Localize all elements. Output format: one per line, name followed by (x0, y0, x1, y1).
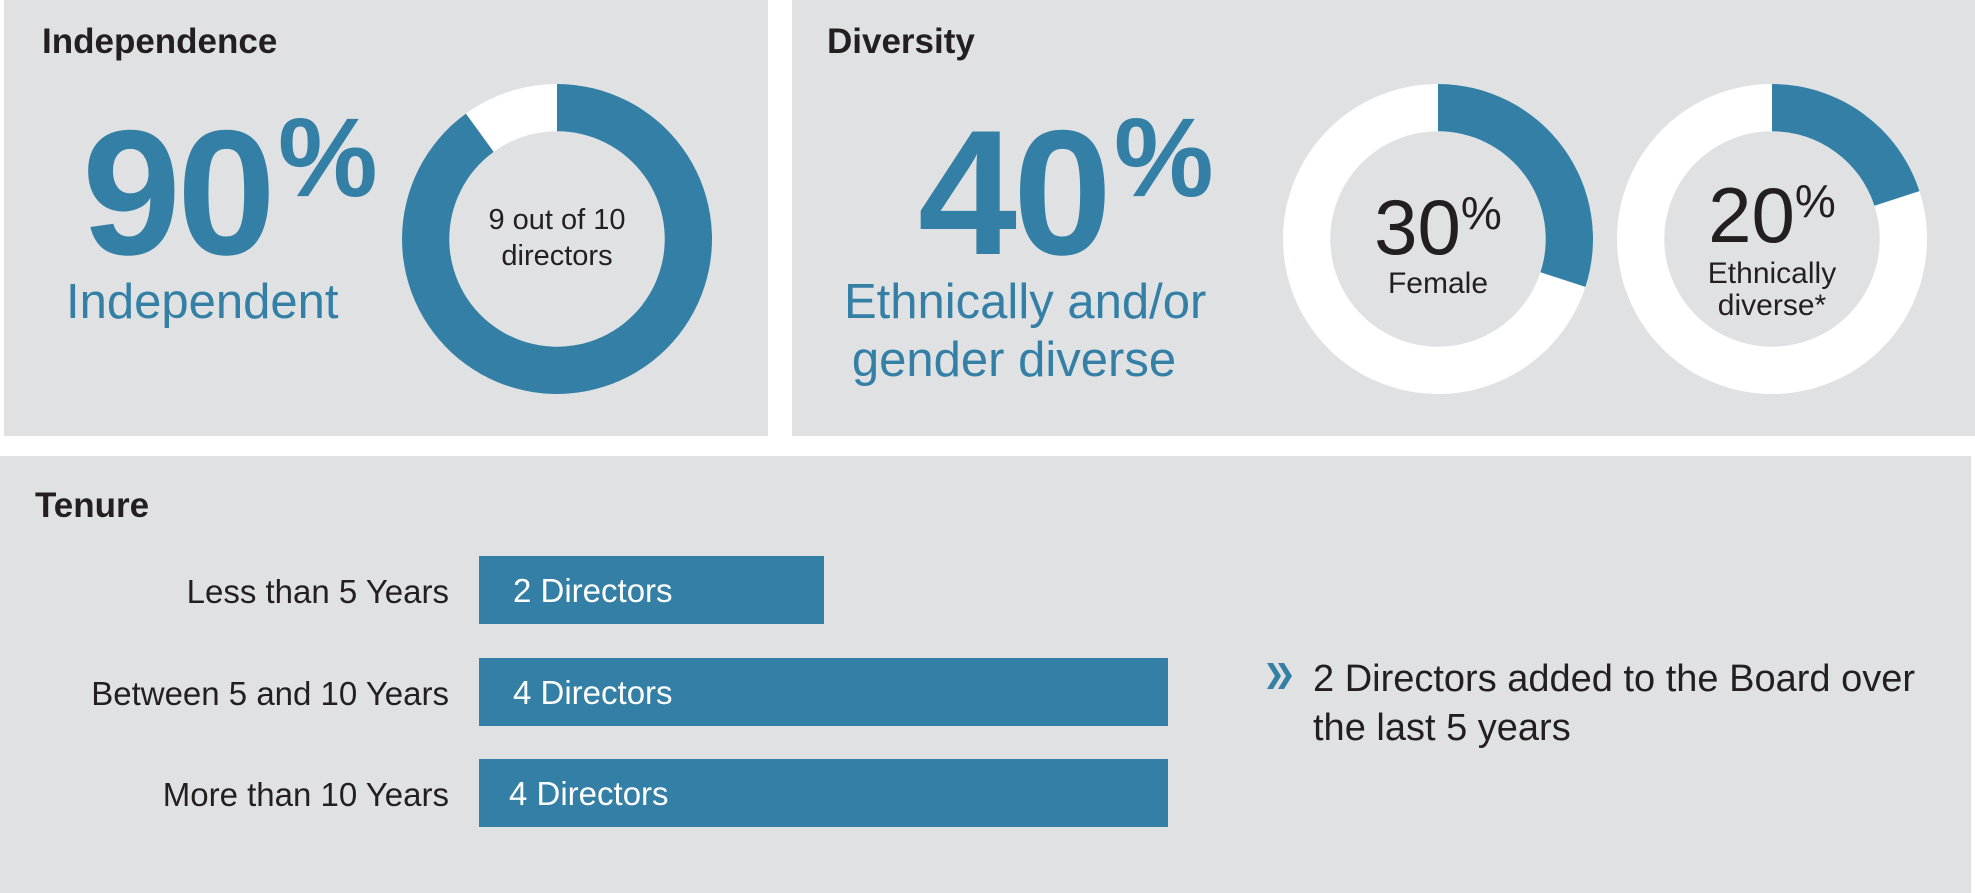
independence-stat: 90% (82, 102, 378, 282)
independence-stat-label: Independent (66, 275, 339, 329)
tenure-bar-label-1: 4 Directors (513, 674, 673, 711)
female-stat-number: 30 (1374, 183, 1461, 271)
ethnic-donut (1616, 83, 1928, 395)
ethnic-stat: 20% (1672, 176, 1872, 254)
tenure-bar-label-0: 2 Directors (513, 572, 673, 609)
ethnic-stat-unit: % (1794, 175, 1836, 227)
ethnic-stat-number: 20 (1708, 171, 1795, 259)
diversity-stat-number: 40 (918, 93, 1112, 292)
tenure-bar-1: 4 Directors (479, 658, 1168, 726)
female-donut-center: 30% Female (1338, 188, 1538, 300)
tenure-bar-0: 2 Directors (479, 556, 824, 624)
independence-donut-center: 9 out of 10 directors (457, 202, 657, 275)
tenure-bar-2: 4 Directors (479, 759, 1168, 827)
female-donut (1282, 83, 1594, 395)
ethnic-donut-slice-ethnically-diverse (1772, 84, 1920, 206)
independence-title: Independence (42, 22, 278, 61)
diversity-stat-label-line1: Ethnically and/or (844, 275, 1207, 329)
double-chevron-right-icon (1267, 663, 1292, 689)
tenure-bar-label-2: 4 Directors (509, 775, 669, 812)
diversity-stat: 40% (918, 102, 1214, 282)
tenure-label-0: Less than 5 Years (186, 573, 449, 610)
independence-panel: Independence 90% Independent 9 out of 10… (4, 0, 768, 436)
female-caption: Female (1387, 267, 1489, 300)
female-stat-unit: % (1460, 187, 1502, 239)
independence-donut-slice-independent (402, 84, 712, 394)
female-donut-slice-female (1438, 84, 1593, 287)
independence-stat-number: 90 (82, 93, 276, 292)
independence-stat-unit: % (278, 95, 378, 220)
independence-donut-center-line1: 9 out of 10 (488, 204, 626, 236)
independence-donut-center-line2: directors (501, 240, 613, 273)
tenure-panel: Tenure Less than 5 Years 2 Directors Bet… (0, 456, 1971, 893)
independence-donut (401, 83, 713, 395)
female-stat: 30% (1338, 188, 1538, 266)
diversity-stat-label-line2: gender diverse (851, 332, 1177, 387)
tenure-note: 2 Directors added to the Board over the … (1313, 658, 1916, 750)
tenure-label-2: More than 10 Years (162, 776, 449, 813)
ethnic-donut-center: 20% Ethnically diverse* (1672, 176, 1872, 321)
diversity-panel: Diversity 40% Ethnically and/or gender d… (792, 0, 1975, 436)
diversity-title: Diversity (827, 22, 975, 61)
diversity-stat-label: Ethnically and/or gender diverse (844, 274, 1207, 390)
ethnic-caption-line1: Ethnically (1707, 257, 1837, 290)
tenure-title: Tenure (35, 486, 150, 525)
diversity-stat-unit: % (1114, 95, 1214, 220)
ethnic-caption-line2: diverse* (1717, 288, 1827, 322)
tenure-label-1: Between 5 and 10 Years (91, 675, 449, 712)
